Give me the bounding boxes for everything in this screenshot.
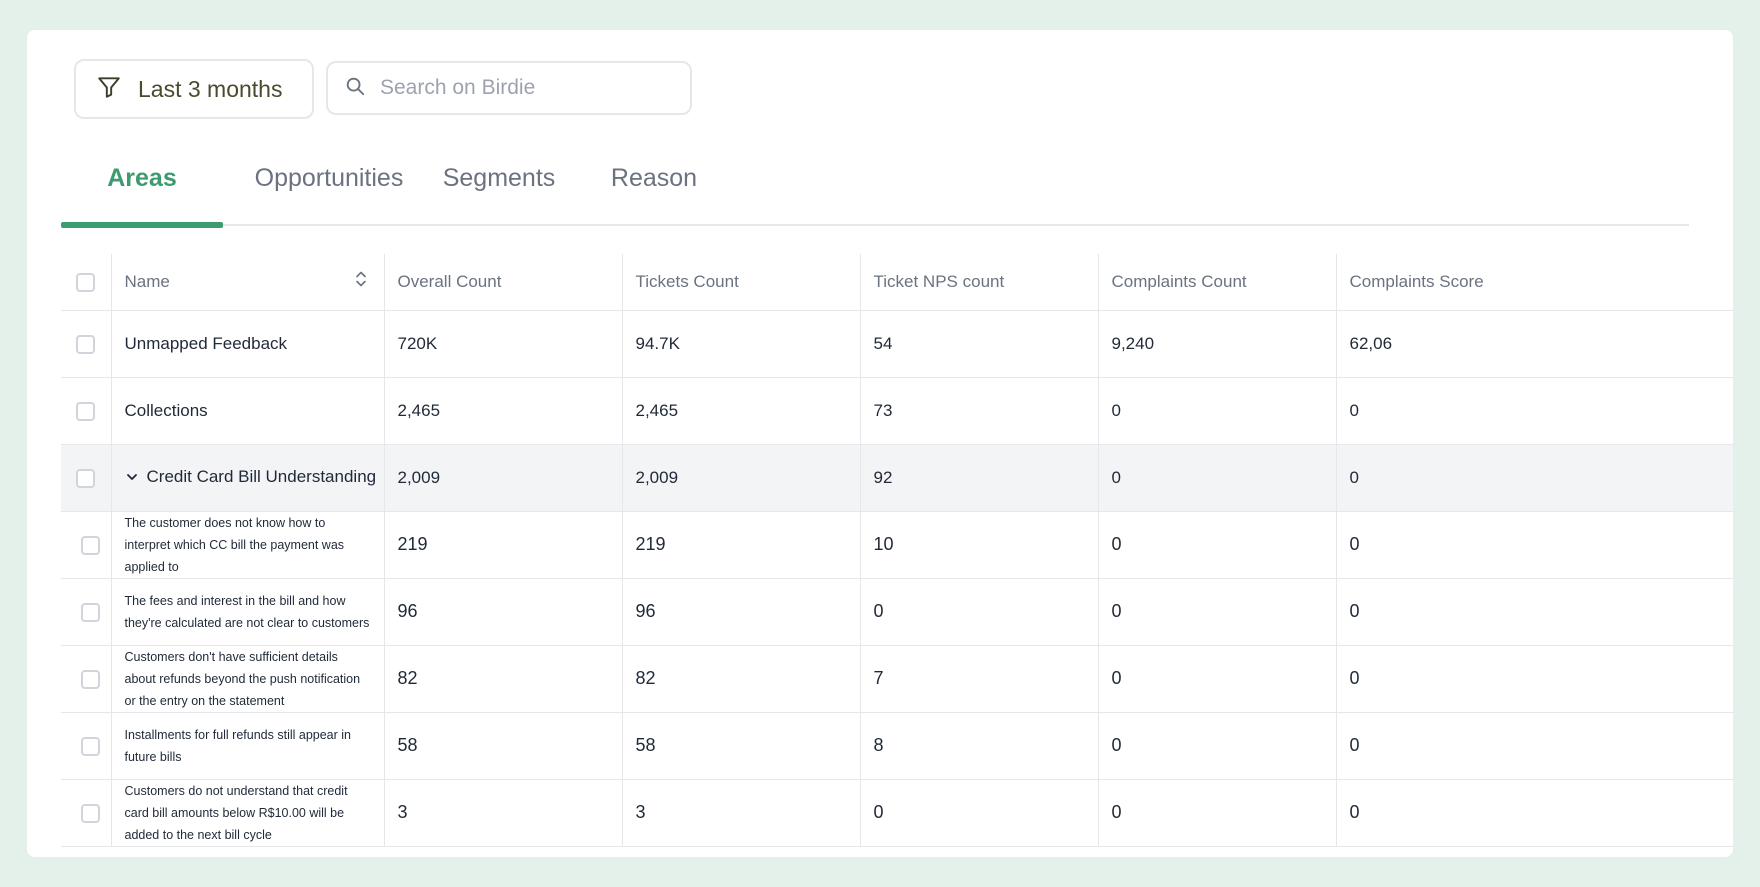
main-panel: Last 3 months Areas Opportunities Segmen…	[27, 30, 1733, 857]
row-complaints-count: 0	[1098, 645, 1337, 713]
row-ticket-nps-count: 0	[860, 779, 1099, 847]
row-ticket-nps-count: 0	[860, 578, 1099, 646]
date-filter-button[interactable]: Last 3 months	[74, 59, 314, 119]
sort-icon[interactable]	[354, 270, 368, 293]
row-name: Installments for full refunds still appe…	[111, 712, 385, 780]
row-complaints-score: 0	[1336, 377, 1733, 445]
table-header-row: Name Overall Count Tickets Count Ticket …	[61, 254, 1733, 311]
row-tickets-count: 2,465	[622, 377, 861, 445]
row-tickets-count: 219	[622, 511, 861, 579]
row-overall-count: 58	[384, 712, 623, 780]
table-subrow[interactable]: The fees and interest in the bill and ho…	[61, 578, 1733, 646]
date-filter-label: Last 3 months	[138, 75, 283, 102]
tab-bar: Areas Opportunities Segments Reason	[61, 130, 1689, 228]
row-checkbox[interactable]	[81, 602, 101, 622]
row-complaints-count: 9,240	[1098, 310, 1337, 378]
areas-table: Name Overall Count Tickets Count Ticket …	[61, 254, 1733, 847]
row-complaints-count: 0	[1098, 578, 1337, 646]
row-checkbox[interactable]	[76, 334, 96, 354]
row-name: Customers do not understand that credit …	[111, 779, 385, 847]
header-name-label: Name	[124, 271, 170, 291]
row-name: Unmapped Feedback	[111, 310, 385, 378]
select-all-cell	[61, 254, 112, 311]
row-complaints-count: 0	[1098, 712, 1337, 780]
row-name: The customer does not know how to interp…	[111, 511, 385, 579]
row-complaints-count: 0	[1098, 444, 1337, 512]
table-row-expanded[interactable]: Credit Card Bill Understanding 2,009 2,0…	[61, 444, 1733, 512]
table-subrow[interactable]: Customers do not understand that credit …	[61, 779, 1733, 847]
row-tickets-count: 94.7K	[622, 310, 861, 378]
row-ticket-nps-count: 7	[860, 645, 1099, 713]
table-row[interactable]: Unmapped Feedback 720K 94.7K 54 9,240 62…	[61, 310, 1733, 378]
row-overall-count: 2,009	[384, 444, 623, 512]
row-overall-count: 2,465	[384, 377, 623, 445]
tab-areas[interactable]: Areas	[61, 130, 223, 228]
header-complaints-score: Complaints Score	[1336, 254, 1733, 311]
row-ticket-nps-count: 10	[860, 511, 1099, 579]
tab-opportunities[interactable]: Opportunities	[254, 163, 404, 192]
row-checkbox[interactable]	[81, 535, 101, 555]
search-box[interactable]	[326, 61, 692, 115]
row-complaints-count: 0	[1098, 779, 1337, 847]
tab-segments[interactable]: Segments	[442, 163, 556, 192]
row-ticket-nps-count: 92	[860, 444, 1099, 512]
row-tickets-count: 96	[622, 578, 861, 646]
header-name[interactable]: Name	[111, 254, 385, 311]
row-overall-count: 720K	[384, 310, 623, 378]
row-tickets-count: 3	[622, 779, 861, 847]
row-ticket-nps-count: 73	[860, 377, 1099, 445]
search-icon	[344, 75, 366, 102]
chevron-down-icon[interactable]	[125, 470, 139, 484]
header-ticket-nps-count: Ticket NPS count	[860, 254, 1099, 311]
row-tickets-count: 58	[622, 712, 861, 780]
row-checkbox[interactable]	[76, 401, 96, 421]
row-name: Credit Card Bill Understanding	[146, 466, 377, 486]
row-tickets-count: 82	[622, 645, 861, 713]
filter-icon	[96, 74, 122, 105]
table-subrow[interactable]: Customers don't have sufficient details …	[61, 645, 1733, 713]
row-checkbox[interactable]	[76, 468, 96, 488]
row-ticket-nps-count: 8	[860, 712, 1099, 780]
row-ticket-nps-count: 54	[860, 310, 1099, 378]
select-all-checkbox[interactable]	[76, 272, 96, 292]
row-tickets-count: 2,009	[622, 444, 861, 512]
row-overall-count: 3	[384, 779, 623, 847]
tab-reason[interactable]: Reason	[610, 163, 698, 192]
row-complaints-count: 0	[1098, 377, 1337, 445]
row-name: Collections	[111, 377, 385, 445]
row-name: The fees and interest in the bill and ho…	[111, 578, 385, 646]
table-row[interactable]: Collections 2,465 2,465 73 0 0	[61, 377, 1733, 445]
row-complaints-score: 0	[1336, 712, 1733, 780]
row-checkbox[interactable]	[81, 669, 101, 689]
row-complaints-score: 62,06	[1336, 310, 1733, 378]
header-overall-count: Overall Count	[384, 254, 623, 311]
search-input[interactable]	[380, 76, 680, 100]
row-overall-count: 96	[384, 578, 623, 646]
row-overall-count: 219	[384, 511, 623, 579]
row-complaints-score: 0	[1336, 578, 1733, 646]
row-complaints-score: 0	[1336, 779, 1733, 847]
header-complaints-count: Complaints Count	[1098, 254, 1337, 311]
row-complaints-count: 0	[1098, 511, 1337, 579]
table-subrow[interactable]: Installments for full refunds still appe…	[61, 712, 1733, 780]
row-name: Customers don't have sufficient details …	[111, 645, 385, 713]
row-complaints-score: 0	[1336, 645, 1733, 713]
row-checkbox[interactable]	[81, 803, 101, 823]
row-overall-count: 82	[384, 645, 623, 713]
row-complaints-score: 0	[1336, 444, 1733, 512]
row-checkbox[interactable]	[81, 736, 101, 756]
table-subrow[interactable]: The customer does not know how to interp…	[61, 511, 1733, 579]
header-tickets-count: Tickets Count	[622, 254, 861, 311]
row-complaints-score: 0	[1336, 511, 1733, 579]
